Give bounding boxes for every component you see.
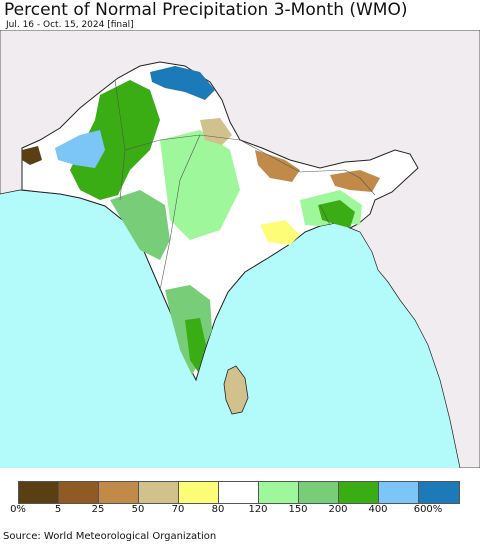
legend-tick: 200 (328, 504, 348, 515)
legend-tick: 150 (288, 504, 308, 515)
legend-swatch (59, 482, 99, 503)
legend-tick: 25 (91, 504, 105, 515)
legend-swatch (99, 482, 139, 503)
very-wet-region-west (55, 130, 105, 168)
legend-swatch (299, 482, 339, 503)
map-title: Percent of Normal Precipitation 3-Month … (4, 0, 408, 20)
legend-swatch (19, 482, 59, 503)
legend-swatch (139, 482, 179, 503)
legend-tick: 80 (211, 504, 225, 515)
moderate-wet-central (160, 130, 240, 240)
legend-tick: 600% (413, 504, 443, 515)
very-wet-region-north (150, 66, 215, 100)
legend-swatch (419, 482, 459, 503)
very-dry-region-west (22, 146, 42, 165)
legend-swatch (219, 482, 259, 503)
wet-region-pakistan (70, 80, 160, 200)
legend-tick: 120 (248, 504, 268, 515)
legend-swatch (259, 482, 299, 503)
wet-region-kerala (185, 318, 206, 372)
source-credit: Source: World Meteorological Organizatio… (3, 531, 217, 542)
precipitation-map (0, 30, 480, 468)
legend-tick: 400 (368, 504, 388, 515)
legend-swatch (179, 482, 219, 503)
wet-region-bangladesh (318, 200, 355, 228)
legend-tick: 70 (171, 504, 185, 515)
dry-region-nepal (255, 150, 300, 182)
national-borders (114, 79, 376, 291)
dry-region-central-spots (260, 220, 300, 245)
legend-tick: 50 (131, 504, 145, 515)
legend-swatch (379, 482, 419, 503)
legend-tick: 0% (10, 504, 26, 515)
sri-lanka (223, 365, 249, 415)
legend-tick: 5 (54, 504, 62, 515)
moderate-wet-west-india (110, 190, 170, 260)
legend-colorbar (18, 481, 460, 504)
map-subtitle: Jul. 16 - Oct. 15, 2024 [final] (6, 20, 134, 30)
legend-swatch (339, 482, 379, 503)
